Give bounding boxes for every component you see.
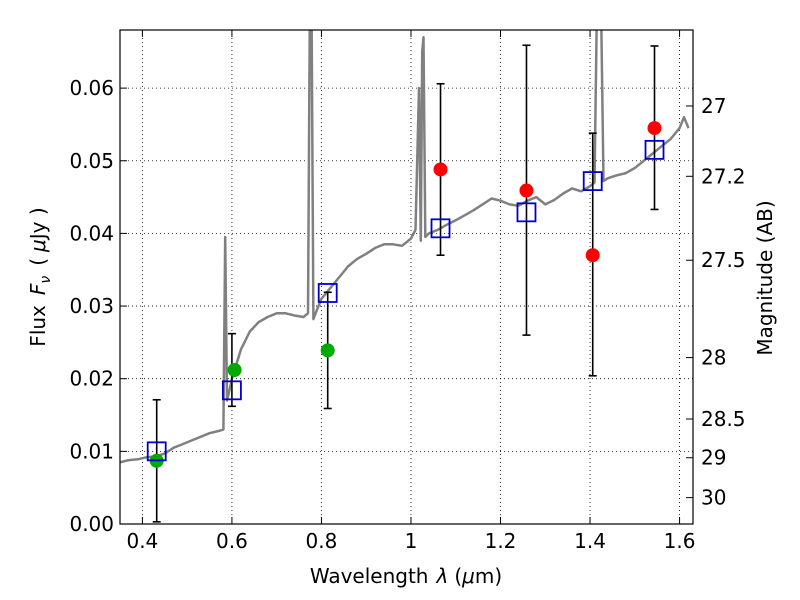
red-data-point — [585, 248, 600, 263]
x-tick-label: 0.6 — [216, 529, 248, 553]
model-photometry-square — [430, 218, 451, 239]
y-axis-label: FluxFν(μJy ) — [26, 207, 54, 346]
plot-area — [120, 30, 693, 524]
x-tick-label: 1.4 — [574, 529, 606, 553]
red-data-point — [519, 183, 534, 198]
x-tick-label: 1.6 — [664, 529, 696, 553]
y-tick-label: 0.02 — [69, 367, 114, 391]
y2-tick-label: 28 — [701, 346, 726, 370]
red-data-point — [433, 162, 448, 177]
model-photometry-square — [222, 380, 242, 401]
y2-tick-label: 27 — [701, 94, 726, 118]
x-tick-label: 0.4 — [126, 529, 158, 553]
y2-tick-label: 27.2 — [701, 164, 746, 188]
y-tick-label: 0.01 — [69, 439, 114, 463]
y-tick-label: 0.03 — [69, 294, 114, 318]
green-data-point — [320, 343, 335, 358]
spectrum-line — [120, 30, 690, 464]
y-tick-label: 0.00 — [69, 512, 114, 536]
y2-tick-label: 29 — [701, 446, 726, 470]
series-layer — [120, 30, 690, 523]
y2-axis-label: Magnitude (AB) — [753, 200, 777, 355]
y-tick-label: 0.04 — [69, 221, 114, 245]
red-data-point — [647, 121, 662, 136]
tick-labels: 0.4 0.6 0.8 1 1.2 1.4 1.6 0.00 0.01 0.02 0.03 0.04 0… — [69, 76, 745, 553]
x-axis-label: Wavelength λ (μm) — [310, 564, 502, 588]
x-tick-label: 1 — [405, 529, 418, 553]
x-tick-label: 0.8 — [306, 529, 338, 553]
tick-marks — [120, 30, 693, 525]
x-tick-label: 1.2 — [485, 529, 517, 553]
y2-tick-label: 27.5 — [701, 248, 746, 272]
y2-tick-label: 30 — [701, 486, 726, 510]
plot-frame — [119, 29, 694, 525]
model-photometry-square — [516, 202, 537, 223]
model-photometry-square — [317, 283, 338, 303]
green-data-point — [227, 362, 242, 377]
model-photometry-square — [582, 171, 603, 192]
y-tick-label: 0.05 — [69, 149, 114, 173]
model-photometry-square — [146, 441, 167, 462]
y-tick-label: 0.06 — [69, 76, 114, 100]
y2-tick-label: 28.5 — [701, 407, 746, 431]
model-photometry-square — [644, 139, 665, 160]
